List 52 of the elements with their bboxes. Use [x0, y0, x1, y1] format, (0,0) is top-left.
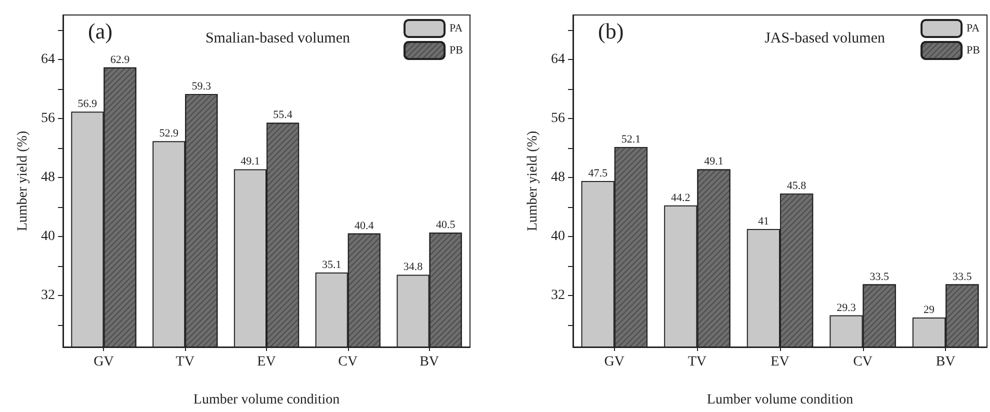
legend-label: PA [966, 22, 980, 34]
data-label: 45.8 [786, 180, 807, 192]
x-tick-label: CV [853, 354, 873, 370]
data-label: 33.5 [870, 270, 890, 283]
data-label: 40.4 [354, 220, 374, 232]
y-tick-label: 40 [551, 228, 565, 244]
annotation: (a) [88, 18, 112, 44]
y-tick-label: 32 [41, 288, 55, 303]
data-label: 55.4 [273, 109, 293, 122]
x-tick-label: EV [770, 354, 790, 370]
x-tick-label: TV [176, 354, 194, 370]
data-label: 49.1 [240, 156, 260, 168]
x-tick-label: GV [94, 354, 114, 370]
legend-label: PA [450, 22, 463, 34]
x-axis-title: Lumber volume condition [193, 392, 340, 408]
text: Smalian-based volumen [205, 30, 350, 46]
legend-label: PB [450, 44, 464, 56]
y-axis-title: Lumber yield (%) [526, 130, 541, 232]
data-label: 34.8 [403, 261, 424, 274]
data-label: 40.5 [436, 219, 456, 232]
x-tick-label: BV [420, 354, 440, 370]
x-tick-label: TV [688, 354, 707, 370]
x-tick-label: BV [936, 354, 956, 370]
annotation: (b) [598, 18, 624, 44]
y-tick-label: 48 [551, 170, 565, 185]
y-tick-label: 56 [41, 110, 55, 126]
data-label: 35.1 [322, 258, 342, 271]
x-axis-title: Lumber volume condition [706, 392, 854, 408]
legend-label: PB [966, 44, 980, 56]
y-tick-label: 32 [551, 288, 565, 303]
y-tick-label: 64 [551, 52, 565, 67]
data-label: 29.3 [836, 302, 856, 314]
y-tick-label: 48 [41, 170, 55, 185]
y-tick-label: 56 [551, 110, 565, 126]
data-label: 52.9 [159, 128, 179, 140]
data-label: 29 [924, 304, 936, 316]
data-label: 33.5 [952, 270, 972, 283]
data-label: 62.9 [110, 54, 130, 66]
x-tick-label: EV [257, 354, 276, 370]
y-axis-title: Lumber yield (%) [16, 130, 31, 232]
data-label: 44.2 [671, 192, 690, 204]
x-tick-label: GV [604, 354, 625, 370]
y-tick-label: 64 [41, 52, 55, 67]
x-tick-label: CV [338, 354, 358, 370]
data-label: 52.1 [621, 134, 641, 146]
data-label: 41 [758, 215, 769, 228]
y-tick-label: 40 [41, 228, 55, 244]
data-label: 47.5 [588, 168, 608, 180]
data-label: 59.3 [192, 80, 212, 92]
data-label: 49.1 [704, 156, 724, 168]
text: JAS-based volumen [764, 30, 886, 46]
data-label: 56.9 [78, 98, 98, 110]
